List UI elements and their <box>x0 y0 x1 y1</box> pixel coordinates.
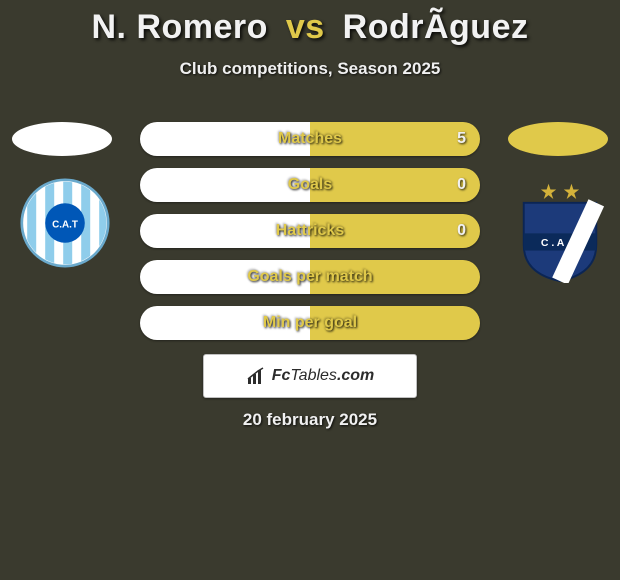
page-title: N. Romero vs RodrÃ­guez <box>0 0 620 47</box>
brand-tables: Tables <box>290 367 337 384</box>
club-crest-left: C.A.T <box>20 178 110 268</box>
brand-logo: FcTables.com <box>203 354 417 398</box>
subtitle: Club competitions, Season 2025 <box>0 59 620 79</box>
stat-label: Matches <box>278 130 342 148</box>
stat-row: Min per goal <box>140 306 480 340</box>
title-player1: N. Romero <box>92 8 268 46</box>
stat-label: Hattricks <box>276 222 344 240</box>
stat-row: Goals 0 <box>140 168 480 202</box>
player1-placeholder <box>12 122 112 156</box>
brand-dotcom: .com <box>337 367 374 384</box>
stat-row: Hattricks 0 <box>140 214 480 248</box>
brand-text: FcTables.com <box>272 367 375 385</box>
stat-row: Goals per match <box>140 260 480 294</box>
stat-label: Goals per match <box>247 268 372 286</box>
title-vs: vs <box>286 8 325 46</box>
stat-right-value: 5 <box>457 122 466 156</box>
svg-text:C . A . T: C . A . T <box>541 237 580 249</box>
stat-row: Matches 5 <box>140 122 480 156</box>
stat-right-value: 0 <box>457 214 466 248</box>
stats-rows: Matches 5 Goals 0 Hattricks 0 Goals per … <box>140 122 480 340</box>
club-crest-right: C . A . T <box>510 178 600 268</box>
title-player2: RodrÃ­guez <box>343 8 529 46</box>
brand-fc: Fc <box>272 367 291 384</box>
comparison-card: N. Romero vs RodrÃ­guez Club competition… <box>0 0 620 580</box>
stat-right-value: 0 <box>457 168 466 202</box>
bars-icon <box>246 366 266 386</box>
comparison-date: 20 february 2025 <box>0 410 620 430</box>
svg-text:C.A.T: C.A.T <box>52 220 78 231</box>
stat-label: Goals <box>288 176 332 194</box>
player2-placeholder <box>508 122 608 156</box>
stat-label: Min per goal <box>263 314 357 332</box>
